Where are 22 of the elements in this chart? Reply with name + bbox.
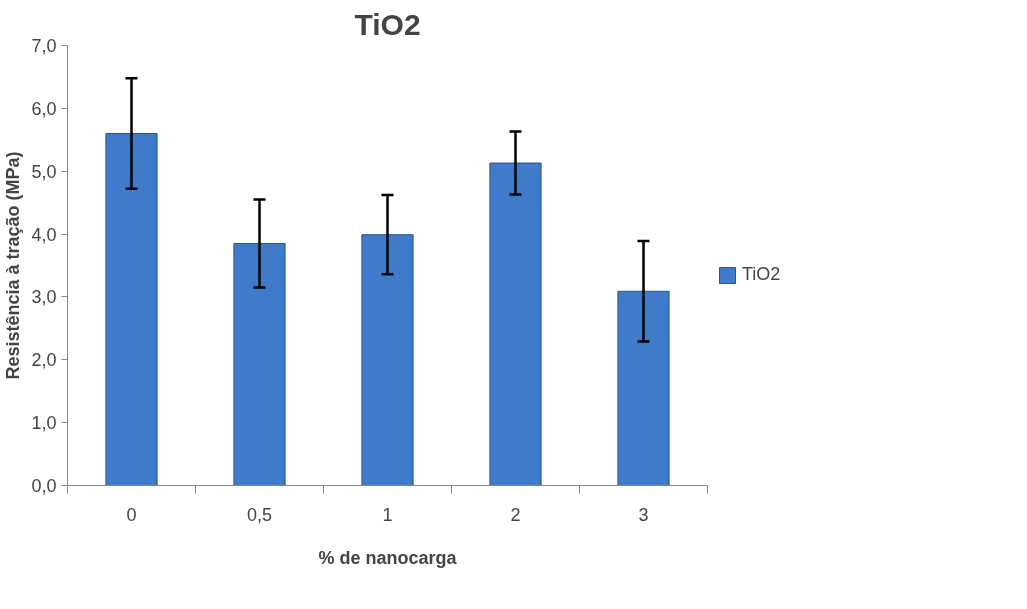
y-tick-label: 0,0: [31, 476, 57, 496]
y-axis-title: Resistência à tração (MPa): [3, 151, 24, 380]
bar: [489, 162, 542, 486]
bar: [233, 243, 286, 486]
y-tick-label: 3,0: [31, 287, 57, 308]
bar: [361, 234, 414, 486]
y-tick-label: 5,0: [31, 161, 57, 182]
y-tick-label: 1,0: [31, 413, 57, 434]
x-tick-label: 3: [638, 504, 649, 525]
bar: [105, 133, 158, 486]
x-axis-title: % de nanocarga: [318, 547, 458, 568]
x-tick-label: 2: [510, 504, 521, 525]
chart-title: TiO2: [354, 7, 421, 41]
bar: [617, 290, 670, 486]
y-tick-label: 7,0: [31, 36, 57, 56]
x-tick-label: 1: [382, 504, 393, 525]
x-tick-label: 0,5: [246, 504, 273, 525]
x-tick-label: 0: [126, 504, 137, 525]
legend-label: TiO2: [742, 264, 781, 285]
y-tick-label: 4,0: [31, 224, 57, 245]
y-tick-label: 2,0: [31, 350, 57, 371]
y-tick-label: 6,0: [31, 98, 57, 119]
